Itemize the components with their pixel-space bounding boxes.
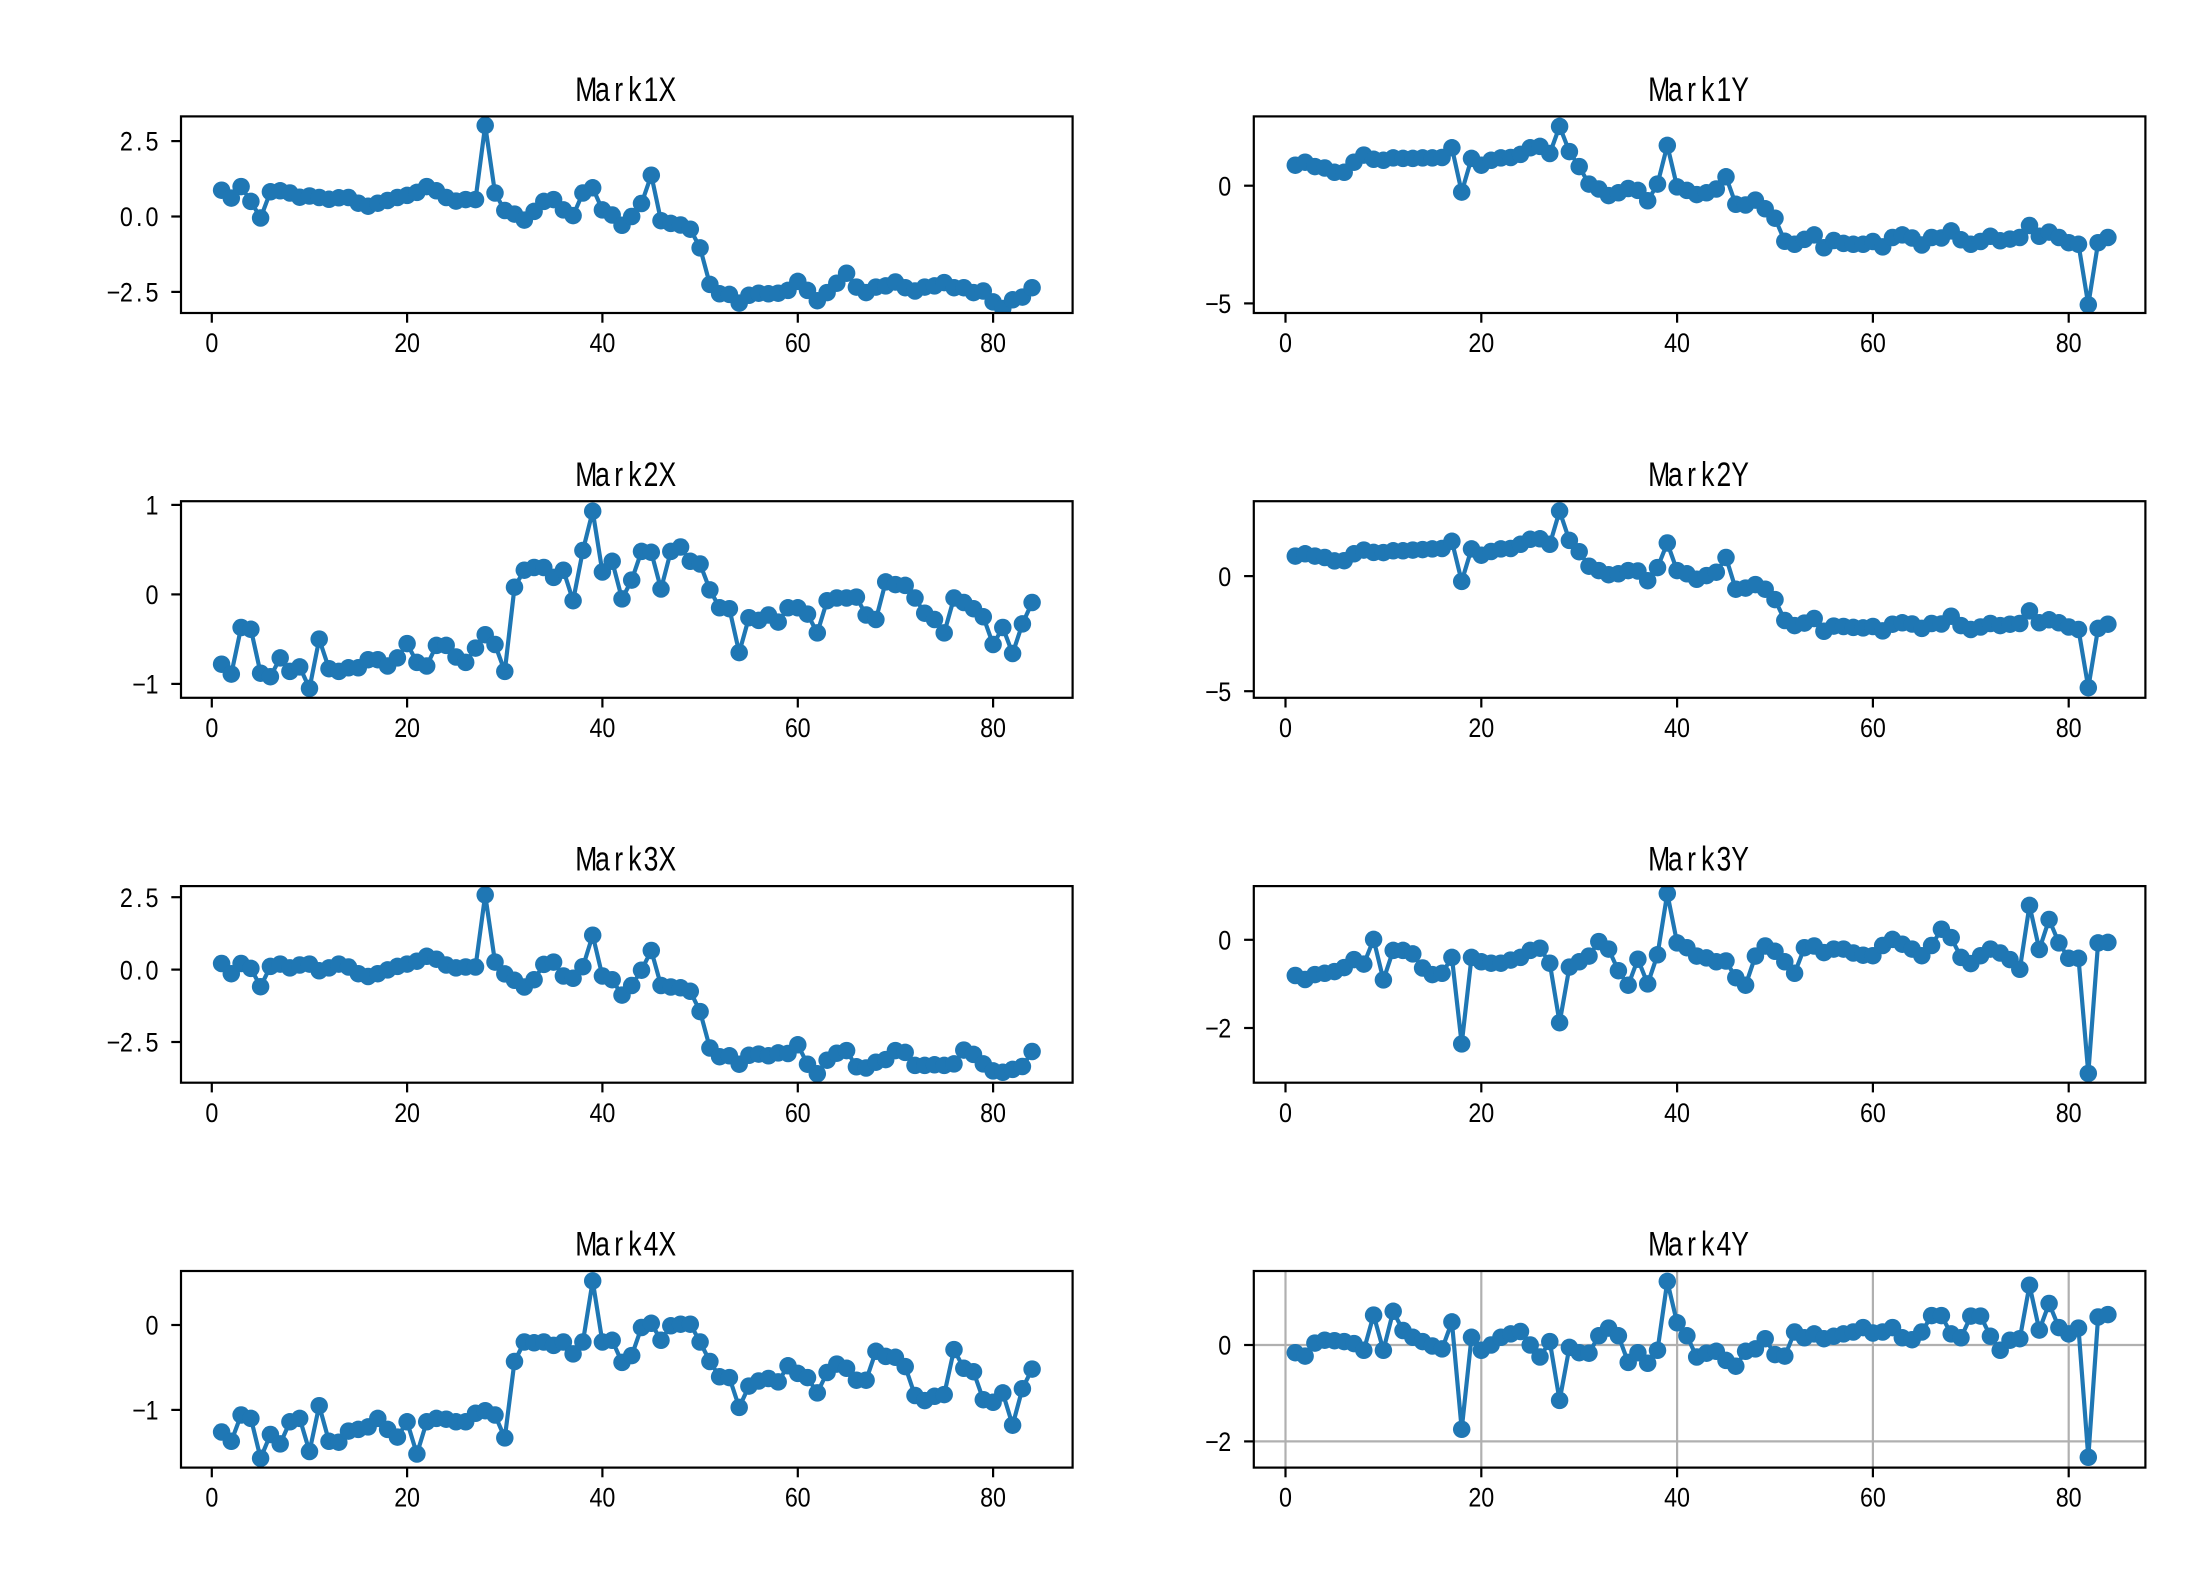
- svg-text:80: 80: [980, 329, 1006, 359]
- svg-text:20: 20: [394, 1483, 420, 1513]
- svg-text:2.5: 2.5: [120, 884, 159, 914]
- svg-text:60: 60: [1860, 714, 1886, 744]
- svg-text:0: 0: [1279, 329, 1292, 359]
- svg-text:0: 0: [205, 714, 218, 744]
- svg-text:60: 60: [1860, 329, 1886, 359]
- svg-text:20: 20: [394, 1098, 420, 1128]
- svg-text:40: 40: [1664, 329, 1690, 359]
- svg-text:−2.5: −2.5: [107, 1028, 159, 1058]
- svg-text:40: 40: [1664, 1098, 1690, 1128]
- svg-text:40: 40: [590, 329, 616, 359]
- svg-text:−1: −1: [132, 1396, 158, 1426]
- svg-text:−5: −5: [1205, 290, 1231, 320]
- svg-text:40: 40: [1664, 714, 1690, 744]
- svg-text:80: 80: [2056, 329, 2082, 359]
- svg-text:−1: −1: [132, 670, 158, 700]
- svg-text:0: 0: [1279, 714, 1292, 744]
- svg-text:0: 0: [205, 1483, 218, 1513]
- svg-text:−5: −5: [1205, 678, 1231, 708]
- svg-text:80: 80: [980, 1098, 1006, 1128]
- svg-text:0.0: 0.0: [120, 956, 159, 986]
- svg-text:0: 0: [1279, 1483, 1292, 1513]
- svg-text:20: 20: [394, 714, 420, 744]
- svg-text:80: 80: [980, 1483, 1006, 1513]
- svg-text:0: 0: [145, 581, 158, 611]
- svg-text:40: 40: [1664, 1483, 1690, 1513]
- svg-text:0.0: 0.0: [120, 203, 159, 233]
- svg-text:80: 80: [2056, 1483, 2082, 1513]
- svg-text:60: 60: [785, 329, 811, 359]
- svg-text:0: 0: [205, 1098, 218, 1128]
- svg-text:20: 20: [1468, 1098, 1494, 1128]
- svg-text:20: 20: [394, 329, 420, 359]
- svg-text:40: 40: [590, 714, 616, 744]
- svg-text:40: 40: [590, 1098, 616, 1128]
- svg-text:60: 60: [785, 1098, 811, 1128]
- svg-text:60: 60: [1860, 1098, 1886, 1128]
- svg-text:0: 0: [1279, 1098, 1292, 1128]
- svg-text:−2: −2: [1205, 1428, 1231, 1458]
- svg-text:20: 20: [1468, 714, 1494, 744]
- svg-text:−2.5: −2.5: [107, 278, 159, 308]
- svg-text:0: 0: [1218, 172, 1231, 202]
- svg-text:1: 1: [145, 491, 158, 521]
- svg-text:80: 80: [980, 714, 1006, 744]
- svg-text:−2: −2: [1205, 1014, 1231, 1044]
- svg-text:0: 0: [1218, 562, 1231, 592]
- svg-text:0: 0: [205, 329, 218, 359]
- svg-text:80: 80: [2056, 714, 2082, 744]
- svg-text:20: 20: [1468, 1483, 1494, 1513]
- svg-text:0: 0: [1218, 926, 1231, 956]
- svg-text:20: 20: [1468, 329, 1494, 359]
- svg-text:2.5: 2.5: [120, 127, 159, 157]
- svg-text:0: 0: [1218, 1331, 1231, 1361]
- svg-text:0: 0: [145, 1311, 158, 1341]
- svg-text:60: 60: [785, 1483, 811, 1513]
- svg-text:40: 40: [590, 1483, 616, 1513]
- svg-text:60: 60: [785, 714, 811, 744]
- svg-text:60: 60: [1860, 1483, 1886, 1513]
- svg-text:80: 80: [2056, 1098, 2082, 1128]
